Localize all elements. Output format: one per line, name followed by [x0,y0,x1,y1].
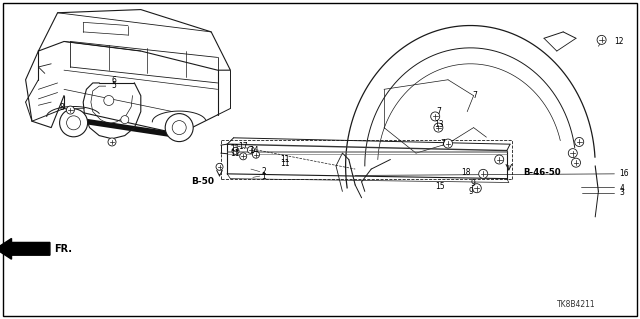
Circle shape [572,158,580,167]
Text: B-46-50: B-46-50 [524,168,561,177]
Text: B-50: B-50 [191,177,214,186]
Circle shape [165,114,193,142]
Text: 1: 1 [261,172,266,181]
Circle shape [444,139,452,148]
Text: 2: 2 [261,167,266,176]
Circle shape [472,184,481,193]
Circle shape [172,121,186,135]
Text: FR.: FR. [54,244,72,254]
Text: 11: 11 [230,145,240,153]
Text: 18: 18 [461,168,470,177]
Circle shape [121,115,129,124]
Text: 8: 8 [60,103,64,112]
Text: 11: 11 [230,149,240,158]
Circle shape [431,112,440,121]
Text: 7: 7 [436,107,442,116]
Circle shape [434,123,443,132]
Circle shape [240,153,246,160]
Circle shape [60,109,88,137]
Circle shape [479,169,488,178]
Circle shape [575,137,584,146]
Circle shape [568,149,577,158]
Text: 9: 9 [468,187,474,196]
Text: TK8B4211: TK8B4211 [557,300,595,309]
Text: 17: 17 [238,142,248,151]
Text: 16: 16 [620,169,629,178]
Text: 5: 5 [111,81,116,90]
Text: 6: 6 [111,76,116,85]
Text: 12: 12 [614,37,624,46]
Circle shape [216,163,223,170]
Circle shape [104,95,114,106]
Text: 3: 3 [620,189,625,197]
Text: 7: 7 [472,91,477,100]
Text: 11: 11 [280,159,290,168]
Text: 14: 14 [250,146,259,155]
Circle shape [108,138,116,146]
Circle shape [248,146,254,153]
Text: 15: 15 [435,182,445,191]
FancyArrow shape [0,238,50,259]
Text: 9: 9 [470,179,476,188]
Circle shape [597,35,606,44]
Circle shape [67,116,81,130]
Circle shape [253,151,259,158]
Circle shape [232,147,239,154]
Text: 4: 4 [620,184,625,193]
Circle shape [495,155,504,164]
Circle shape [67,106,74,114]
Text: 13: 13 [434,120,444,129]
Text: 7: 7 [440,139,445,148]
Text: 11: 11 [280,155,290,164]
